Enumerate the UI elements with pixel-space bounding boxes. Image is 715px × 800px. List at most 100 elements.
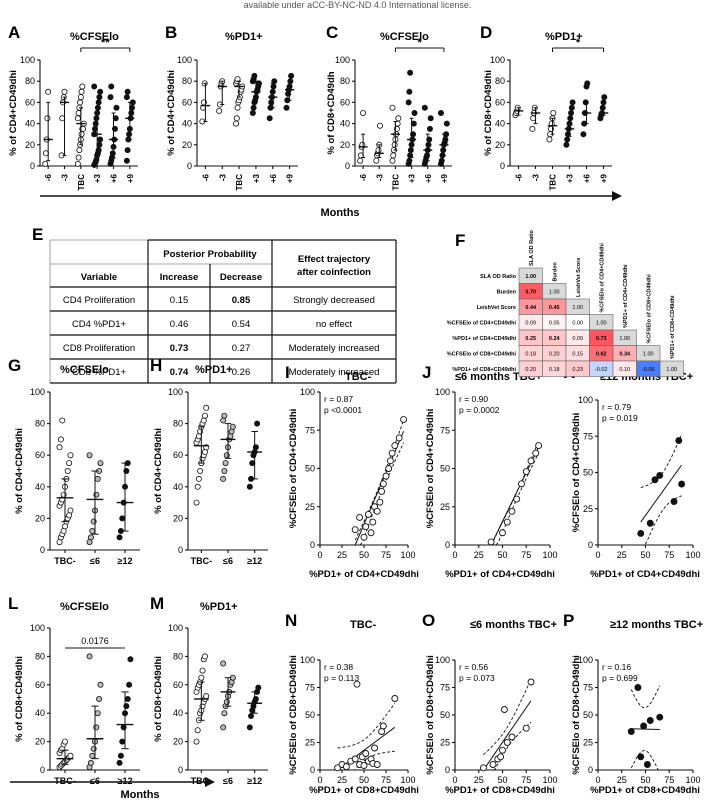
heatmap-cell-value: 1.00 — [525, 274, 536, 280]
x-category-C: TBC — [391, 174, 400, 191]
table-cell-effect: Moderately increased — [289, 343, 380, 354]
x-tick-label-P: 0 — [595, 775, 600, 785]
heatmap-cell-value: 0.45 — [549, 305, 560, 311]
x-tick-label-K: 25 — [617, 550, 627, 560]
x-tick-label-P: 25 — [617, 775, 627, 785]
data-point-M — [252, 696, 259, 703]
y-tick-label-I: 0 — [310, 540, 315, 550]
heatmap-col-label: %CFSElo of CD4+CD49dhi — [599, 243, 605, 313]
data-point-D — [568, 104, 575, 111]
x-tick-label-N: 0 — [317, 775, 322, 785]
panel-title-I: TBC- — [345, 371, 372, 383]
p-value-O: p = 0.073 — [459, 673, 495, 683]
y-tick-label-M: 100 — [168, 623, 183, 633]
y-tick-label-K: 100 — [578, 395, 593, 405]
y-tick-label-L: 40 — [35, 708, 45, 718]
data-point-M — [203, 693, 210, 700]
data-point-I — [388, 449, 396, 457]
table-cell-effect: no effect — [316, 319, 353, 330]
data-point-I — [382, 472, 390, 480]
panel-label-O: O — [422, 611, 435, 630]
heatmap-col-label: SLA OD Ratio — [529, 230, 535, 266]
significance-label-C: * — [418, 37, 423, 49]
x-category-D: TBC — [549, 174, 558, 191]
x-axis-label-I: %PD1+ of CD4+CD49dhi — [309, 569, 419, 580]
heatmap-row-label: LeishVet Score — [477, 305, 516, 311]
panel-label-P: P — [563, 611, 574, 630]
data-point-J — [503, 518, 511, 526]
data-point-A — [124, 147, 131, 154]
table-cell-variable: CD8 Proliferation — [63, 343, 135, 354]
y-tick-label-O: 50 — [440, 710, 450, 720]
data-point-H — [195, 475, 202, 482]
months-label-L: Months — [120, 789, 159, 800]
data-point-M — [220, 660, 227, 667]
data-point-A — [74, 115, 81, 122]
p-value-K: p = 0.019 — [602, 413, 638, 423]
panel-title-D: %PD1+ — [545, 31, 583, 43]
data-point-C — [411, 110, 418, 117]
x-category-A: TBC — [77, 174, 86, 191]
data-point-J — [513, 495, 521, 503]
x-category-G: ≥12 — [118, 556, 133, 566]
r-value-I: r = 0.87 — [324, 394, 353, 404]
data-point-B — [283, 104, 290, 111]
significance-label-D: * — [576, 37, 581, 49]
y-tick-label-H: 0 — [178, 545, 183, 555]
x-category-H: ≥12 — [247, 556, 262, 566]
heatmap-row-label: Burden — [497, 290, 517, 296]
panel-label-L: L — [8, 594, 18, 613]
data-point-A — [45, 88, 52, 95]
y-axis-label-J: %CFSElo of CD4+CD49dhi — [425, 409, 436, 529]
panel-label-A: A — [8, 23, 20, 42]
x-tick-label-I: 75 — [381, 550, 391, 560]
confidence-band-upper-K — [640, 434, 683, 489]
y-tick-label-M: 20 — [173, 737, 183, 747]
heatmap-cell-value: 1.00 — [596, 320, 607, 326]
panel-label-M: M — [150, 594, 164, 613]
data-point-H — [201, 412, 208, 419]
data-point-M — [220, 724, 227, 731]
data-point-A — [79, 83, 86, 90]
data-point-C — [395, 115, 402, 122]
significance-label-L: 0.0176 — [81, 636, 109, 646]
data-point-M — [246, 724, 253, 731]
table-cell-increase: 0.15 — [170, 295, 189, 306]
data-point-O — [503, 739, 511, 746]
y-tick-label-C: 40 — [340, 119, 350, 129]
y-tick-label-N: 25 — [305, 738, 315, 748]
x-category-A: +9 — [126, 173, 135, 183]
data-point-G — [64, 467, 71, 474]
y-tick-label-D: 20 — [495, 140, 505, 150]
data-point-D — [600, 99, 607, 106]
data-point-P — [627, 728, 635, 735]
y-tick-label-K: 75 — [583, 431, 593, 441]
y-tick-label-B: 60 — [182, 97, 192, 107]
x-tick-label-K: 50 — [640, 550, 650, 560]
panel-title-M: %PD1+ — [200, 601, 238, 613]
y-tick-label-G: 20 — [35, 513, 45, 523]
data-point-A — [108, 83, 115, 90]
data-point-C — [406, 157, 413, 164]
data-point-C — [425, 141, 432, 148]
table-header-effect: Effect trajectory — [298, 254, 371, 265]
x-category-B: -6 — [201, 173, 210, 181]
p-value-N: p = 0.113 — [324, 673, 359, 683]
r-value-K: r = 0.79 — [602, 402, 631, 412]
y-tick-label-G: 100 — [30, 387, 45, 397]
data-point-C — [427, 115, 434, 122]
x-tick-label-O: 0 — [452, 775, 457, 785]
x-category-A: +6 — [110, 173, 119, 183]
y-tick-label-D: 100 — [490, 55, 505, 65]
data-point-K — [651, 476, 659, 484]
data-point-I — [400, 416, 408, 423]
data-point-L — [124, 696, 131, 703]
x-tick-label-P: 75 — [664, 775, 674, 785]
y-tick-label-C: 60 — [340, 97, 350, 107]
y-tick-label-A: 20 — [25, 140, 35, 150]
data-point-I — [386, 457, 394, 465]
heatmap-cell-value: 0.20 — [525, 367, 536, 373]
data-point-C — [375, 147, 382, 154]
data-point-A — [42, 160, 49, 167]
data-point-A — [93, 115, 100, 122]
